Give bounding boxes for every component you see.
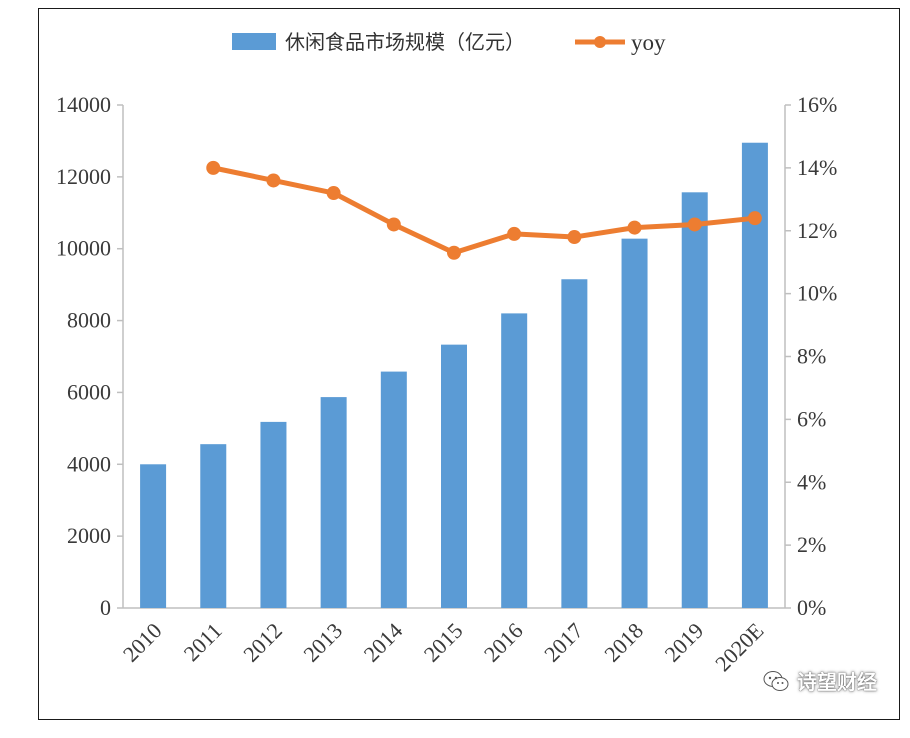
- bar-series: [140, 142, 768, 608]
- x-tick-label: 2010: [118, 618, 167, 667]
- yoy-point-2012: [266, 173, 281, 188]
- legend-bar-swatch: [232, 33, 276, 50]
- yoy-point-2014: [386, 217, 401, 232]
- right-tick-label: 0%: [797, 595, 826, 620]
- chart-frame: 休闲食品市场规模（亿元） yoy 0 2000 4000 6000 8000 10000 1…: [38, 8, 900, 720]
- right-tick-label: 6%: [797, 406, 826, 431]
- left-axis-ticks: 0 2000 4000 6000 8000 10000 12000 14000: [56, 92, 123, 620]
- left-tick-label: 14000: [56, 92, 111, 117]
- line-series: [206, 160, 762, 260]
- bar-2016: [501, 313, 528, 608]
- yoy-point-2018: [627, 220, 642, 235]
- right-tick-label: 10%: [797, 281, 837, 306]
- right-tick-label: 12%: [797, 218, 837, 243]
- x-tick-label: 2015: [419, 618, 468, 667]
- x-tick-label: 2019: [659, 618, 708, 667]
- bar-2014: [380, 371, 407, 608]
- right-tick-label: 16%: [797, 92, 837, 117]
- yoy-point-2019: [687, 217, 702, 232]
- bar-2015: [441, 344, 467, 608]
- right-axis-ticks: 0% 2% 4% 6% 8% 10% 12% 14% 16%: [785, 92, 837, 620]
- right-tick-label: 4%: [797, 469, 826, 494]
- left-tick-label: 2000: [67, 523, 111, 548]
- left-tick-label: 10000: [56, 236, 111, 261]
- bar-2012: [260, 421, 287, 608]
- x-tick-label: 2013: [298, 618, 347, 667]
- yoy-point-2016: [507, 226, 522, 241]
- bar-2010: [140, 464, 167, 608]
- yoy-point-2017: [567, 230, 582, 245]
- x-tick-label: 2018: [599, 618, 648, 667]
- bar-2018: [621, 238, 648, 608]
- x-tick-label: 2012: [238, 618, 287, 667]
- left-tick-label: 8000: [67, 308, 111, 333]
- left-tick-label: 6000: [67, 379, 111, 404]
- x-axis-ticks: 2010 2011 2012 2013 2014 2015 2016 2017 2018 2019…: [118, 618, 769, 676]
- right-tick-label: 8%: [797, 344, 826, 369]
- yoy-point-2013: [326, 186, 341, 201]
- yoy-point-2015: [447, 245, 461, 260]
- left-tick-label: 0: [100, 595, 111, 620]
- bar-2011: [200, 444, 227, 608]
- watermark: 诗望财经: [763, 666, 877, 695]
- x-tick-label: 2014: [359, 618, 408, 667]
- legend-bar-label: 休闲食品市场规模（亿元）: [285, 30, 525, 54]
- bar-2017: [561, 279, 588, 608]
- x-tick-label: 2011: [179, 618, 227, 666]
- right-tick-label: 14%: [797, 155, 837, 180]
- bar-2019: [681, 192, 708, 608]
- yoy-line: [212, 165, 756, 256]
- left-tick-label: 4000: [67, 451, 111, 476]
- yoy-point-2011: [206, 160, 221, 175]
- x-tick-label: 2016: [479, 618, 528, 667]
- left-tick-label: 12000: [56, 164, 111, 189]
- yoy-point-2020E: [747, 211, 762, 226]
- bar-2013: [320, 397, 347, 608]
- x-tick-label: 2017: [539, 618, 588, 667]
- legend-line-label: yoy: [631, 30, 666, 55]
- legend: 休闲食品市场规模（亿元） yoy: [232, 30, 666, 55]
- combo-chart: 休闲食品市场规模（亿元） yoy 0 2000 4000 6000 8000 10000 1…: [56, 30, 837, 676]
- wechat-icon: [763, 670, 789, 691]
- right-tick-label: 2%: [797, 532, 826, 557]
- x-tick-label: 2020E: [710, 618, 768, 676]
- watermark-text: 诗望财经: [797, 670, 877, 694]
- legend-line-marker: [594, 36, 606, 48]
